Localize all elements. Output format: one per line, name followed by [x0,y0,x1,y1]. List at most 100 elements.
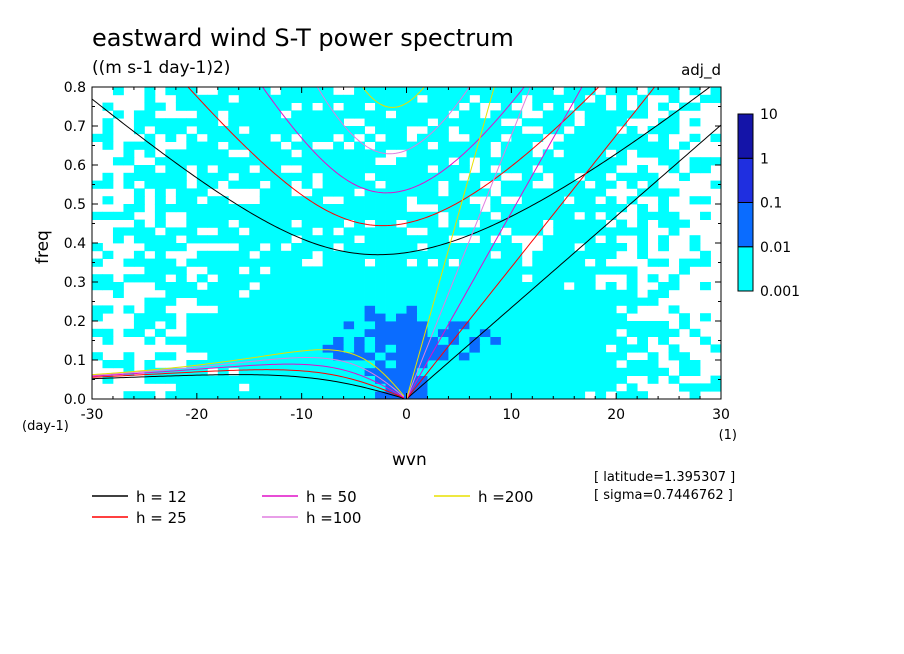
heat-cell [175,87,187,96]
heat-cell [175,391,187,400]
heat-cell [469,243,481,252]
heat-cell [679,172,690,181]
heat-cell [217,282,229,291]
heat-cell [616,321,628,330]
heat-cell [249,289,261,298]
heat-cell [553,282,565,291]
heat-cell [270,126,282,135]
heat-cell [280,266,292,275]
heat-cell [144,165,156,174]
heat-cell [280,321,292,330]
heat-cell [92,305,103,314]
heat-cell [637,102,649,111]
heat-cell [416,344,428,353]
heat-cell [207,383,219,392]
heat-cell [270,274,282,283]
heat-cell [238,344,250,353]
heat-cell [217,266,229,275]
heat-cell [479,266,491,275]
heat-cell [385,360,397,369]
heat-cell [437,250,449,259]
heat-cell [154,102,166,111]
heat-cell [616,367,628,376]
heat-cell [637,250,649,259]
heat-cell [584,118,596,127]
heat-cell [312,352,324,361]
heat-cell [574,258,586,267]
heat-cell [595,157,607,166]
heat-cell [343,250,355,259]
heat-cell [280,157,292,166]
heat-cell [228,321,240,330]
heat-cell [500,328,512,337]
heat-cell [112,235,124,244]
heat-cell [207,375,219,384]
heat-cell [175,149,187,158]
heat-cell [364,188,376,197]
heat-cell [658,126,669,135]
heat-cell [144,313,156,322]
heat-cell [479,118,491,127]
dispersion-curves [92,87,721,399]
colorbar-segment [737,246,754,292]
heat-cell [605,297,617,306]
heat-cell [521,305,533,314]
heat-cell [563,297,575,306]
heat-cell [238,110,250,119]
heat-cell [427,110,439,119]
heat-cell [553,313,565,322]
heat-cell [458,94,470,103]
heat-cell [542,289,554,298]
heat-cell [102,336,114,345]
heat-cell [668,94,680,103]
y-axis-units: (day-1) [22,419,69,434]
heat-cell [249,243,261,252]
heat-cell [427,274,439,283]
heat-cell [291,141,303,150]
heat-cell [228,336,240,345]
heat-cell [144,87,156,96]
heat-cell [521,188,533,197]
heat-cell [396,282,407,291]
heat-cell [563,110,575,119]
heat-cell [689,87,701,96]
heat-cell [291,118,303,127]
heat-cell [469,149,481,158]
heat-cell [406,328,418,337]
heat-cell [406,297,418,306]
heat-cell [406,250,418,259]
heat-cell [500,313,512,322]
heat-cell [270,383,282,392]
heat-cell [249,227,261,236]
heat-cell [416,352,428,361]
heat-cell [249,321,261,330]
heat-cell [207,118,219,127]
heatmap-cells [92,87,722,400]
heat-cell [154,274,166,283]
heat-cell [574,149,586,158]
heat-cell [259,157,271,166]
heat-cell [479,172,491,181]
heat-cell [249,211,261,220]
heat-cell [291,336,303,345]
heat-cell [249,274,261,283]
heat-cell [416,328,428,337]
heat-cell [385,282,397,291]
heat-cell [228,391,240,400]
heat-cell [175,383,187,392]
heat-cell [574,375,586,384]
heat-cell [532,383,544,392]
heat-cell [490,266,502,275]
heat-cell [322,102,334,111]
heat-cell [186,211,198,220]
heat-cell [427,266,439,275]
heat-cell [217,289,229,298]
heat-cell [312,149,324,158]
heat-cell [259,391,271,400]
heat-cell [133,258,145,267]
heat-cell [448,274,460,283]
heat-cell [312,87,324,96]
heat-cell [658,258,669,267]
heat-cell [490,313,502,322]
chart-subtitle: ((m s-1 day-1)2) [92,58,230,78]
